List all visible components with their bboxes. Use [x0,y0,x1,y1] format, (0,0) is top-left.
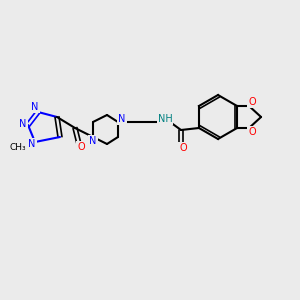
Text: CH₃: CH₃ [10,143,26,152]
Text: N: N [89,136,97,146]
Text: O: O [248,97,256,107]
Text: NH: NH [158,114,172,124]
Text: O: O [179,143,187,153]
Text: N: N [19,119,27,129]
Text: N: N [28,139,36,149]
Text: O: O [248,127,256,137]
Text: N: N [31,102,39,112]
Text: N: N [118,114,126,124]
Text: O: O [77,142,85,152]
